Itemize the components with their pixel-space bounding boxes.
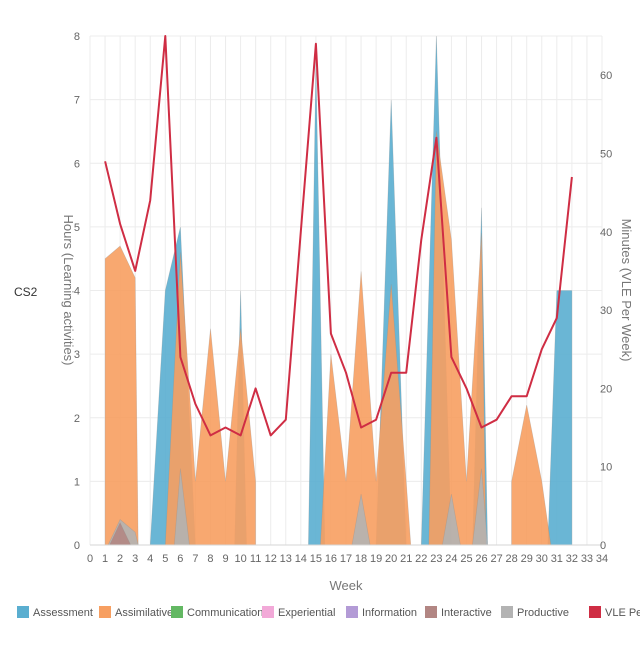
x-tick-label: 23 bbox=[430, 553, 442, 565]
area-assimilative bbox=[104, 245, 139, 546]
y-axis-left-title: Hours (Learning activities) bbox=[61, 214, 76, 365]
legend-item-vle-per-week: VLE Per Week bbox=[589, 606, 640, 619]
legend-label: Information bbox=[362, 607, 417, 619]
x-tick-label: 14 bbox=[295, 553, 307, 565]
x-tick-label: 18 bbox=[355, 553, 367, 565]
legend-item-interactive: Interactive bbox=[425, 606, 492, 619]
x-tick-label: 13 bbox=[280, 553, 292, 565]
legend-label: Communication bbox=[187, 607, 263, 619]
line-layer bbox=[104, 35, 573, 437]
x-tick-label: 3 bbox=[132, 553, 138, 565]
area-assimilative bbox=[511, 404, 552, 546]
x-tick-label: 24 bbox=[445, 553, 457, 565]
y-right-tick-label: 10 bbox=[600, 462, 612, 474]
x-tick-label: 16 bbox=[325, 553, 337, 565]
legend-label: Productive bbox=[517, 607, 569, 619]
legend-label: Assimilative bbox=[115, 607, 173, 619]
x-tick-label: 9 bbox=[222, 553, 228, 565]
x-tick-label: 29 bbox=[521, 553, 533, 565]
x-tick-label: 17 bbox=[340, 553, 352, 565]
y-left-tick-label: 5 bbox=[74, 222, 80, 234]
x-tick-label: 6 bbox=[177, 553, 183, 565]
area-assimilative bbox=[320, 271, 412, 546]
legend-item-communication: Communication bbox=[171, 606, 263, 619]
x-tick-label: 10 bbox=[234, 553, 246, 565]
y-right-tick-label: 50 bbox=[600, 148, 612, 160]
legend-item-assimilative: Assimilative bbox=[99, 606, 173, 619]
x-tick-label: 28 bbox=[506, 553, 518, 565]
x-tick-label: 12 bbox=[265, 553, 277, 565]
legend-item-information: Information bbox=[346, 606, 417, 619]
x-tick-label: 19 bbox=[370, 553, 382, 565]
x-tick-label: 31 bbox=[551, 553, 563, 565]
y-right-tick-label: 40 bbox=[600, 227, 612, 239]
x-tick-label: 25 bbox=[460, 553, 472, 565]
legend-label: VLE Per Week bbox=[605, 607, 640, 619]
x-tick-label: 26 bbox=[475, 553, 487, 565]
legend-swatch bbox=[425, 606, 437, 618]
y-right-tick-label: 0 bbox=[600, 540, 606, 552]
y-left-tick-label: 3 bbox=[74, 349, 80, 361]
x-tick-label: 30 bbox=[536, 553, 548, 565]
y-right-tick-label: 60 bbox=[600, 70, 612, 82]
y-left-tick-label: 6 bbox=[74, 158, 80, 170]
vle-per-week-line bbox=[104, 35, 573, 437]
legend-swatch bbox=[501, 606, 513, 618]
legend-label: Interactive bbox=[441, 607, 492, 619]
legend-swatch bbox=[17, 606, 29, 618]
x-tick-label: 2 bbox=[117, 553, 123, 565]
y-left-tick-label: 1 bbox=[74, 476, 80, 488]
y-left-tick-label: 4 bbox=[74, 286, 80, 298]
y-right-tick-label: 20 bbox=[600, 383, 612, 395]
y-axis-right-title: Minutes (VLE Per Week) bbox=[619, 219, 634, 362]
x-tick-label: 34 bbox=[596, 553, 608, 565]
legend: Assessment Assimilative Communication Exper… bbox=[17, 606, 640, 619]
x-tick-label: 0 bbox=[87, 553, 93, 565]
axis-layer: 0 1 2 3 4 5 6 7 8 9 10 11 12 13 14 15 16 17 18 19 20 21 22 23 24… bbox=[74, 31, 612, 565]
row-label: CS2 bbox=[14, 285, 38, 299]
legend-swatch bbox=[99, 606, 111, 618]
legend-swatch bbox=[262, 606, 274, 618]
x-tick-label: 11 bbox=[250, 553, 261, 565]
x-tick-label: 4 bbox=[147, 553, 153, 565]
x-tick-label: 5 bbox=[162, 553, 168, 565]
y-left-tick-label: 0 bbox=[74, 540, 80, 552]
legend-label: Assessment bbox=[33, 607, 93, 619]
x-tick-label: 20 bbox=[385, 553, 397, 565]
x-tick-label: 21 bbox=[400, 553, 412, 565]
legend-item-assessment: Assessment bbox=[17, 606, 93, 619]
x-tick-label: 1 bbox=[102, 553, 108, 565]
x-tick-label: 8 bbox=[207, 553, 213, 565]
x-tick-label: 15 bbox=[310, 553, 322, 565]
area-assimilative bbox=[164, 252, 256, 546]
legend-swatch bbox=[346, 606, 358, 618]
y-right-tick-label: 30 bbox=[600, 305, 612, 317]
y-left-tick-label: 7 bbox=[74, 95, 80, 107]
x-tick-label: 27 bbox=[490, 553, 502, 565]
legend-item-experiential: Experiential bbox=[262, 606, 335, 619]
x-tick-label: 32 bbox=[566, 553, 578, 565]
legend-label: Experiential bbox=[278, 607, 335, 619]
x-tick-label: 22 bbox=[415, 553, 427, 565]
area-assimilative bbox=[428, 131, 487, 546]
x-tick-label: 33 bbox=[581, 553, 593, 565]
legend-swatch bbox=[589, 606, 601, 618]
y-left-tick-label: 8 bbox=[74, 31, 80, 43]
area-layer bbox=[104, 35, 573, 546]
legend-item-productive: Productive bbox=[501, 606, 569, 619]
legend-swatch bbox=[171, 606, 183, 618]
y-left-tick-label: 2 bbox=[74, 413, 80, 425]
x-axis-title: Week bbox=[330, 578, 363, 593]
x-tick-label: 7 bbox=[192, 553, 198, 565]
